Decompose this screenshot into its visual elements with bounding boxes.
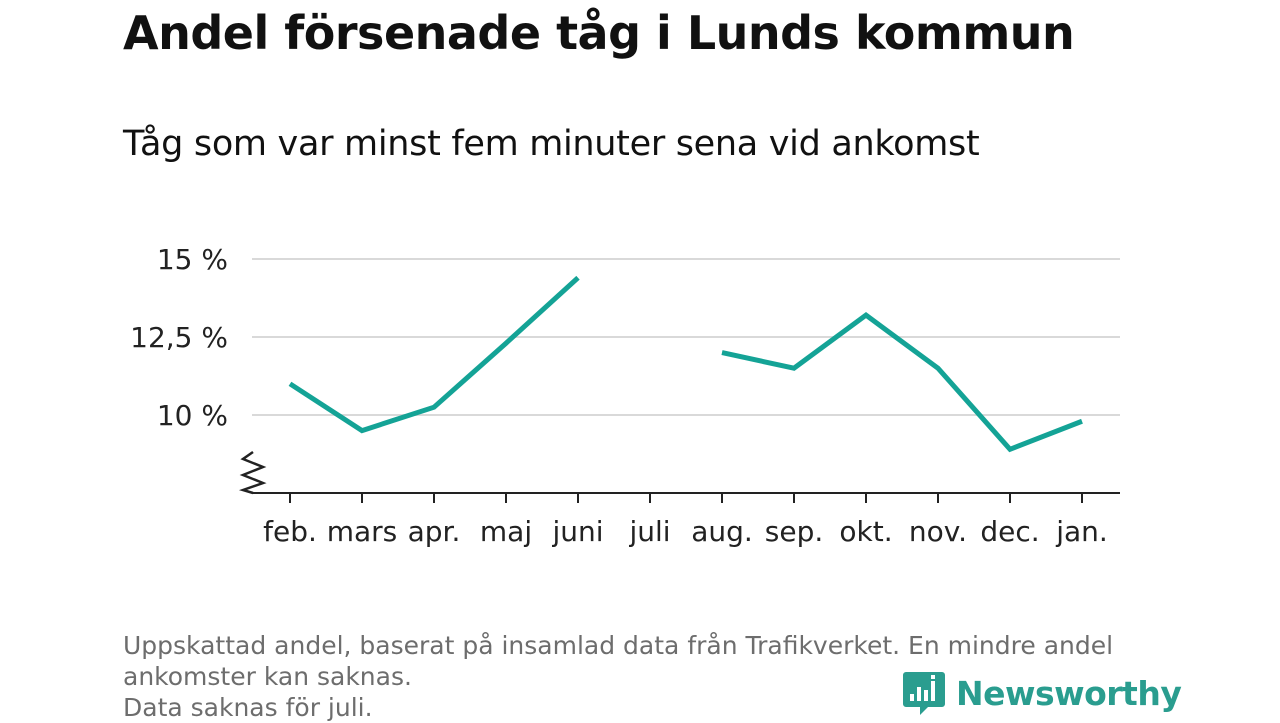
y-tick-label: 15 % xyxy=(157,243,228,276)
newsworthy-logo-icon xyxy=(903,672,945,715)
x-tick-label: nov. xyxy=(909,515,967,548)
x-tick-label: feb. xyxy=(263,515,317,548)
footnote-line: Uppskattad andel, baserat på insamlad da… xyxy=(123,631,1114,660)
grid-lines xyxy=(252,258,1120,416)
x-tick-label: okt. xyxy=(839,515,892,548)
series-lines xyxy=(288,275,1083,453)
x-tick-label: mars xyxy=(327,515,398,548)
footnote-line: ankomster kan saknas. xyxy=(123,662,412,691)
brand-logo: Newsworthy xyxy=(902,670,1182,716)
axis-break-icon xyxy=(238,450,267,495)
footnote: Uppskattad andel, baserat på insamlad da… xyxy=(123,630,1163,723)
y-tick-label: 12,5 % xyxy=(130,321,228,354)
y-tick-label: 10 % xyxy=(157,399,228,432)
chart-title: Andel försenade tåg i Lunds kommun xyxy=(123,6,1075,60)
brand-name: Newsworthy xyxy=(956,673,1182,713)
x-tick-label: juli xyxy=(628,515,670,548)
x-tick-label: apr. xyxy=(408,515,461,548)
x-tick-label: jan. xyxy=(1055,515,1108,548)
x-tick-label: juni xyxy=(551,515,603,548)
line-chart: 10 % 12,5 % 15 % feb. mars apr. maj juni juli au… xyxy=(130,243,1120,548)
series-line-segment xyxy=(721,312,1083,453)
footnote-line: Data saknas för juli. xyxy=(123,693,373,722)
x-tick-label: maj xyxy=(480,515,532,548)
x-axis-labels: feb. mars apr. maj juni juli aug. sep. okt. nov. d… xyxy=(263,515,1108,548)
chart-subtitle: Tåg som var minst fem minuter sena vid a… xyxy=(123,124,980,164)
x-axis xyxy=(238,450,1120,503)
x-tick-label: aug. xyxy=(691,515,753,548)
x-tick-label: dec. xyxy=(980,515,1039,548)
y-axis-labels: 10 % 12,5 % 15 % xyxy=(130,243,228,432)
series-line-segment xyxy=(288,275,580,434)
x-tick-label: sep. xyxy=(765,515,824,548)
